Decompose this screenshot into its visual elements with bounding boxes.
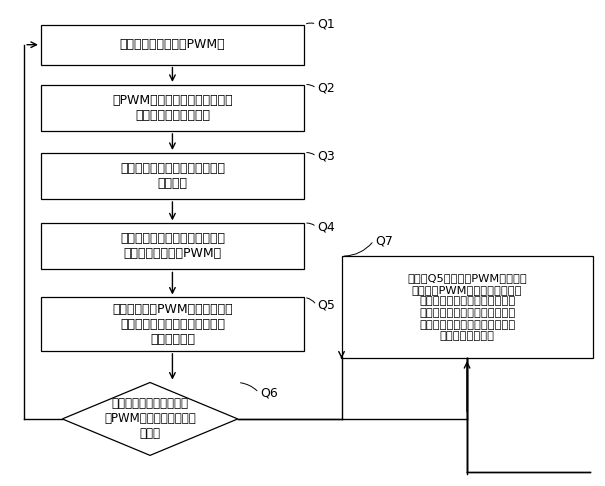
FancyBboxPatch shape — [341, 256, 592, 358]
Text: Q4: Q4 — [318, 221, 335, 233]
Polygon shape — [62, 382, 238, 455]
FancyBboxPatch shape — [41, 224, 304, 269]
Text: Q5: Q5 — [318, 299, 336, 312]
Text: 读取循环缓冲区中的读指针所指
定约缓冲单元中的PWM值: 读取循环缓冲区中的读指针所指 定约缓冲单元中的PWM值 — [120, 232, 225, 260]
Text: Q6: Q6 — [260, 386, 278, 399]
Text: 写指针指向循环缓冲区的下一个
缓冲单元: 写指针指向循环缓冲区的下一个 缓冲单元 — [120, 162, 225, 190]
Text: 将读取的所有PWM值累加求和、
并且读指针指向循环缓冲区的下
一个缓冲单元: 将读取的所有PWM值累加求和、 并且读指针指向循环缓冲区的下 一个缓冲单元 — [112, 303, 233, 346]
Text: Q3: Q3 — [318, 150, 335, 163]
Text: 将PWM值写入循环缓冲区的写指
针所指定的缓冲单元中: 将PWM值写入循环缓冲区的写指 针所指定的缓冲单元中 — [112, 94, 233, 122]
Text: 将步骤Q5中的所有PWM值的和除
以获取的PWM值的数量得到平均
值，平均值与设定的阈值进行比
较，若平均值小于设定的阈值，
那么直流电机正常运行，否则、
直流: 将步骤Q5中的所有PWM值的和除 以获取的PWM值的数量得到平均 值，平均值与设… — [407, 273, 527, 341]
Text: 判断欢循环缓冲区中设取
的PWM值的数量是否达到
预设值: 判断欢循环缓冲区中设取 的PWM值的数量是否达到 预设值 — [104, 398, 196, 440]
FancyBboxPatch shape — [41, 297, 304, 351]
FancyBboxPatch shape — [41, 25, 304, 65]
Text: Q7: Q7 — [375, 234, 393, 247]
Text: Q1: Q1 — [318, 18, 335, 31]
Text: Q2: Q2 — [318, 82, 335, 95]
FancyBboxPatch shape — [41, 153, 304, 199]
Text: 实时获取直流电机的PWM值: 实时获取直流电机的PWM值 — [120, 38, 225, 51]
FancyBboxPatch shape — [41, 85, 304, 131]
